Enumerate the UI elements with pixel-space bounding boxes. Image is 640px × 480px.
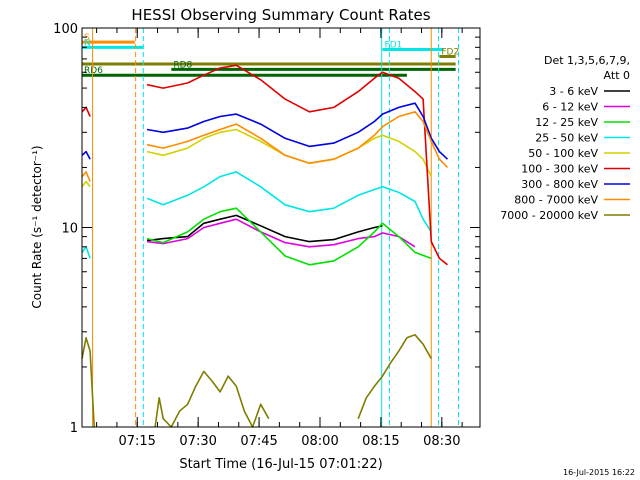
series-line-6 xyxy=(81,102,449,160)
y-axis-label: Count Rate (s⁻¹ detector⁻¹) xyxy=(30,145,44,308)
x-tick-label-0: 07:15 xyxy=(118,434,155,449)
legend-label-6: 300 - 800 keV xyxy=(521,178,598,191)
legend-header-1: Det 1,3,5,6,7,9, xyxy=(544,54,630,67)
chart-title: HESSI Observing Summary Count Rates xyxy=(131,6,430,24)
legend-label-7: 800 - 7000 keV xyxy=(514,194,598,207)
observing-mode-bars: SN FD1 FD2 RD8 RD6 xyxy=(82,33,459,77)
legend: 3 - 6 keV 6 - 12 keV 12 - 25 keV 25 - 50 ke… xyxy=(500,85,630,222)
x-tick-label-4: 08:15 xyxy=(362,434,399,449)
mode-bar-label-5: RD8 xyxy=(173,60,192,70)
transition-lines xyxy=(92,28,459,427)
series-line-7 xyxy=(81,111,449,182)
y-tick-label-0: 1 xyxy=(70,421,78,436)
series-line-3 xyxy=(81,171,432,259)
plot-frame xyxy=(81,27,481,428)
mode-bar-label-3: FD2 xyxy=(441,47,459,57)
data-series xyxy=(81,64,449,428)
x-tick-label-5: 08:30 xyxy=(423,434,460,449)
x-tick-label-3: 08:00 xyxy=(301,434,338,449)
legend-label-1: 6 - 12 keV xyxy=(542,101,598,114)
y-tick-label-2: 100 xyxy=(53,22,78,37)
footer-date: 16-Jul-2015 16:22 xyxy=(563,468,635,477)
legend-label-4: 50 - 100 keV xyxy=(528,147,598,160)
x-axis: 07:15 07:30 07:45 08:00 08:15 08:30 xyxy=(96,28,463,449)
mode-bar-label-6: RD6 xyxy=(84,66,103,76)
x-axis-label: Start Time (16-Jul-15 07:01:22) xyxy=(179,457,382,472)
series-line-4 xyxy=(81,128,433,188)
legend-label-2: 12 - 25 keV xyxy=(535,116,598,129)
legend-label-8: 7000 - 20000 keV xyxy=(500,209,598,222)
legend-label-0: 3 - 6 keV xyxy=(549,85,598,98)
mode-bar-label-1: N xyxy=(84,38,91,48)
legend-label-5: 100 - 300 keV xyxy=(521,163,598,176)
series-line-1 xyxy=(146,218,416,248)
legend-label-3: 25 - 50 keV xyxy=(535,132,598,145)
legend-header-2: Att 0 xyxy=(604,69,630,82)
x-tick-label-1: 07:30 xyxy=(179,434,216,449)
series-line-2 xyxy=(146,207,432,266)
x-tick-label-2: 07:45 xyxy=(240,434,277,449)
y-tick-label-1: 10 xyxy=(61,222,78,237)
mode-bar-label-0: S xyxy=(84,33,90,43)
series-line-0 xyxy=(146,214,383,243)
mode-bar-label-2: FD1 xyxy=(385,41,403,51)
y-axis: 1 10 100 xyxy=(53,22,480,436)
series-line-8 xyxy=(81,334,432,428)
